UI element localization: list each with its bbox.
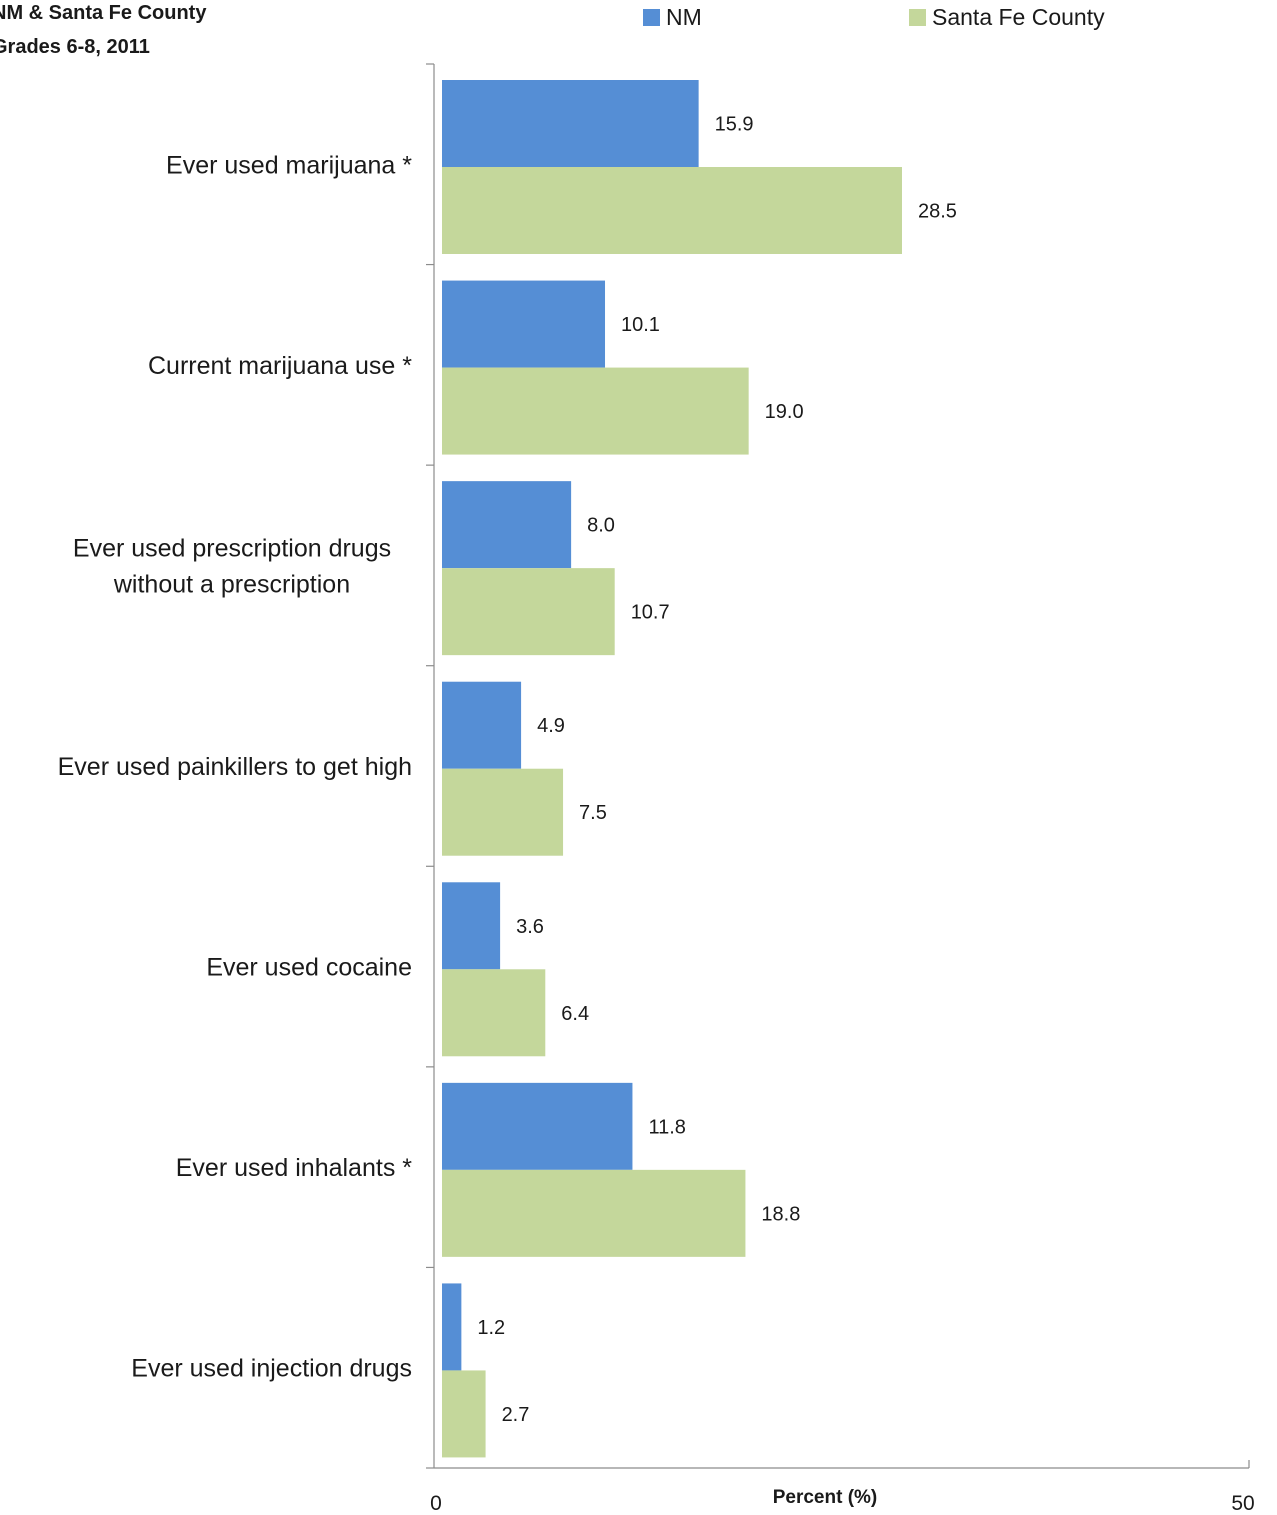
bar-santa-fe [442,1370,486,1458]
data-label-nm: 15.9 [715,114,754,136]
legend-swatch-santa-fe [909,9,926,26]
data-label-santa-fe: 7.5 [579,802,607,824]
category-label-line: Ever used cocaine [206,954,412,982]
bar-nm [442,1082,633,1170]
chart-title-line-2: Grades 6-8, 2011 [0,36,150,58]
category-label: Ever used painkillers to get high [58,753,412,781]
data-label-santa-fe: 10.7 [631,602,670,624]
bar-nm [442,882,501,970]
category-label: Current marijuana use * [148,352,412,380]
data-label-nm: 10.1 [621,314,660,336]
data-label-nm: 4.9 [537,715,565,737]
category-label-line: Ever used injection drugs [131,1355,412,1383]
category-label: Ever used injection drugs [131,1355,412,1383]
category-label-line: Current marijuana use * [148,352,412,380]
data-label-santa-fe: 2.7 [502,1404,530,1426]
x-axis-title: Percent (%) [772,1487,878,1508]
legend-label-santa-fe: Santa Fe County [932,4,1105,30]
x-tick-label: 50 [1231,1492,1254,1515]
legend-label-nm: NM [666,4,702,30]
data-label-santa-fe: 19.0 [765,401,804,423]
bar-nm [442,481,572,569]
legend-item-nm: NM [643,4,702,31]
x-tick-label: 0 [430,1492,442,1515]
category-label-line: Ever used marijuana * [166,151,412,179]
category-label: Ever used inhalants * [176,1154,413,1182]
category-label-line: Ever used inhalants * [176,1154,413,1182]
bar-santa-fe [442,1169,746,1257]
category-label-line: Ever used painkillers to get high [58,753,412,781]
legend-swatch-nm [643,9,660,26]
chart-title: NM & Santa Fe County Grades 6-8, 2011 [0,0,206,64]
data-label-nm: 3.6 [516,916,544,938]
bar-santa-fe [442,969,546,1057]
bar-nm [442,681,522,769]
bar-nm [442,1283,462,1371]
data-label-santa-fe: 18.8 [761,1203,800,1225]
legend-item-santa-fe: Santa Fe County [909,4,1105,31]
legend: NM Santa Fe County [0,4,1277,38]
bar-nm [442,80,699,167]
category-label: Ever used prescription drugs without a pr… [73,534,391,598]
bar-santa-fe [442,367,749,455]
plot-area: 0 50 Ever used marijuana * 15.9 28.5 Current … [58,63,1255,1515]
bar-nm [442,280,606,368]
bar-santa-fe [442,167,902,254]
data-label-nm: 8.0 [587,515,615,537]
category-label: Ever used cocaine [206,954,412,982]
data-label-santa-fe: 28.5 [918,201,957,223]
data-label-santa-fe: 6.4 [561,1003,589,1025]
bar-santa-fe [442,768,564,856]
bar-santa-fe [442,568,615,656]
chart-title-line-1: NM & Santa Fe County [0,2,207,24]
category-label: Ever used marijuana * [166,151,412,179]
data-label-nm: 11.8 [648,1116,685,1138]
category-label-line: without a prescription [113,570,350,598]
category-label-line: Ever used prescription drugs [73,534,391,562]
data-label-nm: 1.2 [477,1317,505,1339]
